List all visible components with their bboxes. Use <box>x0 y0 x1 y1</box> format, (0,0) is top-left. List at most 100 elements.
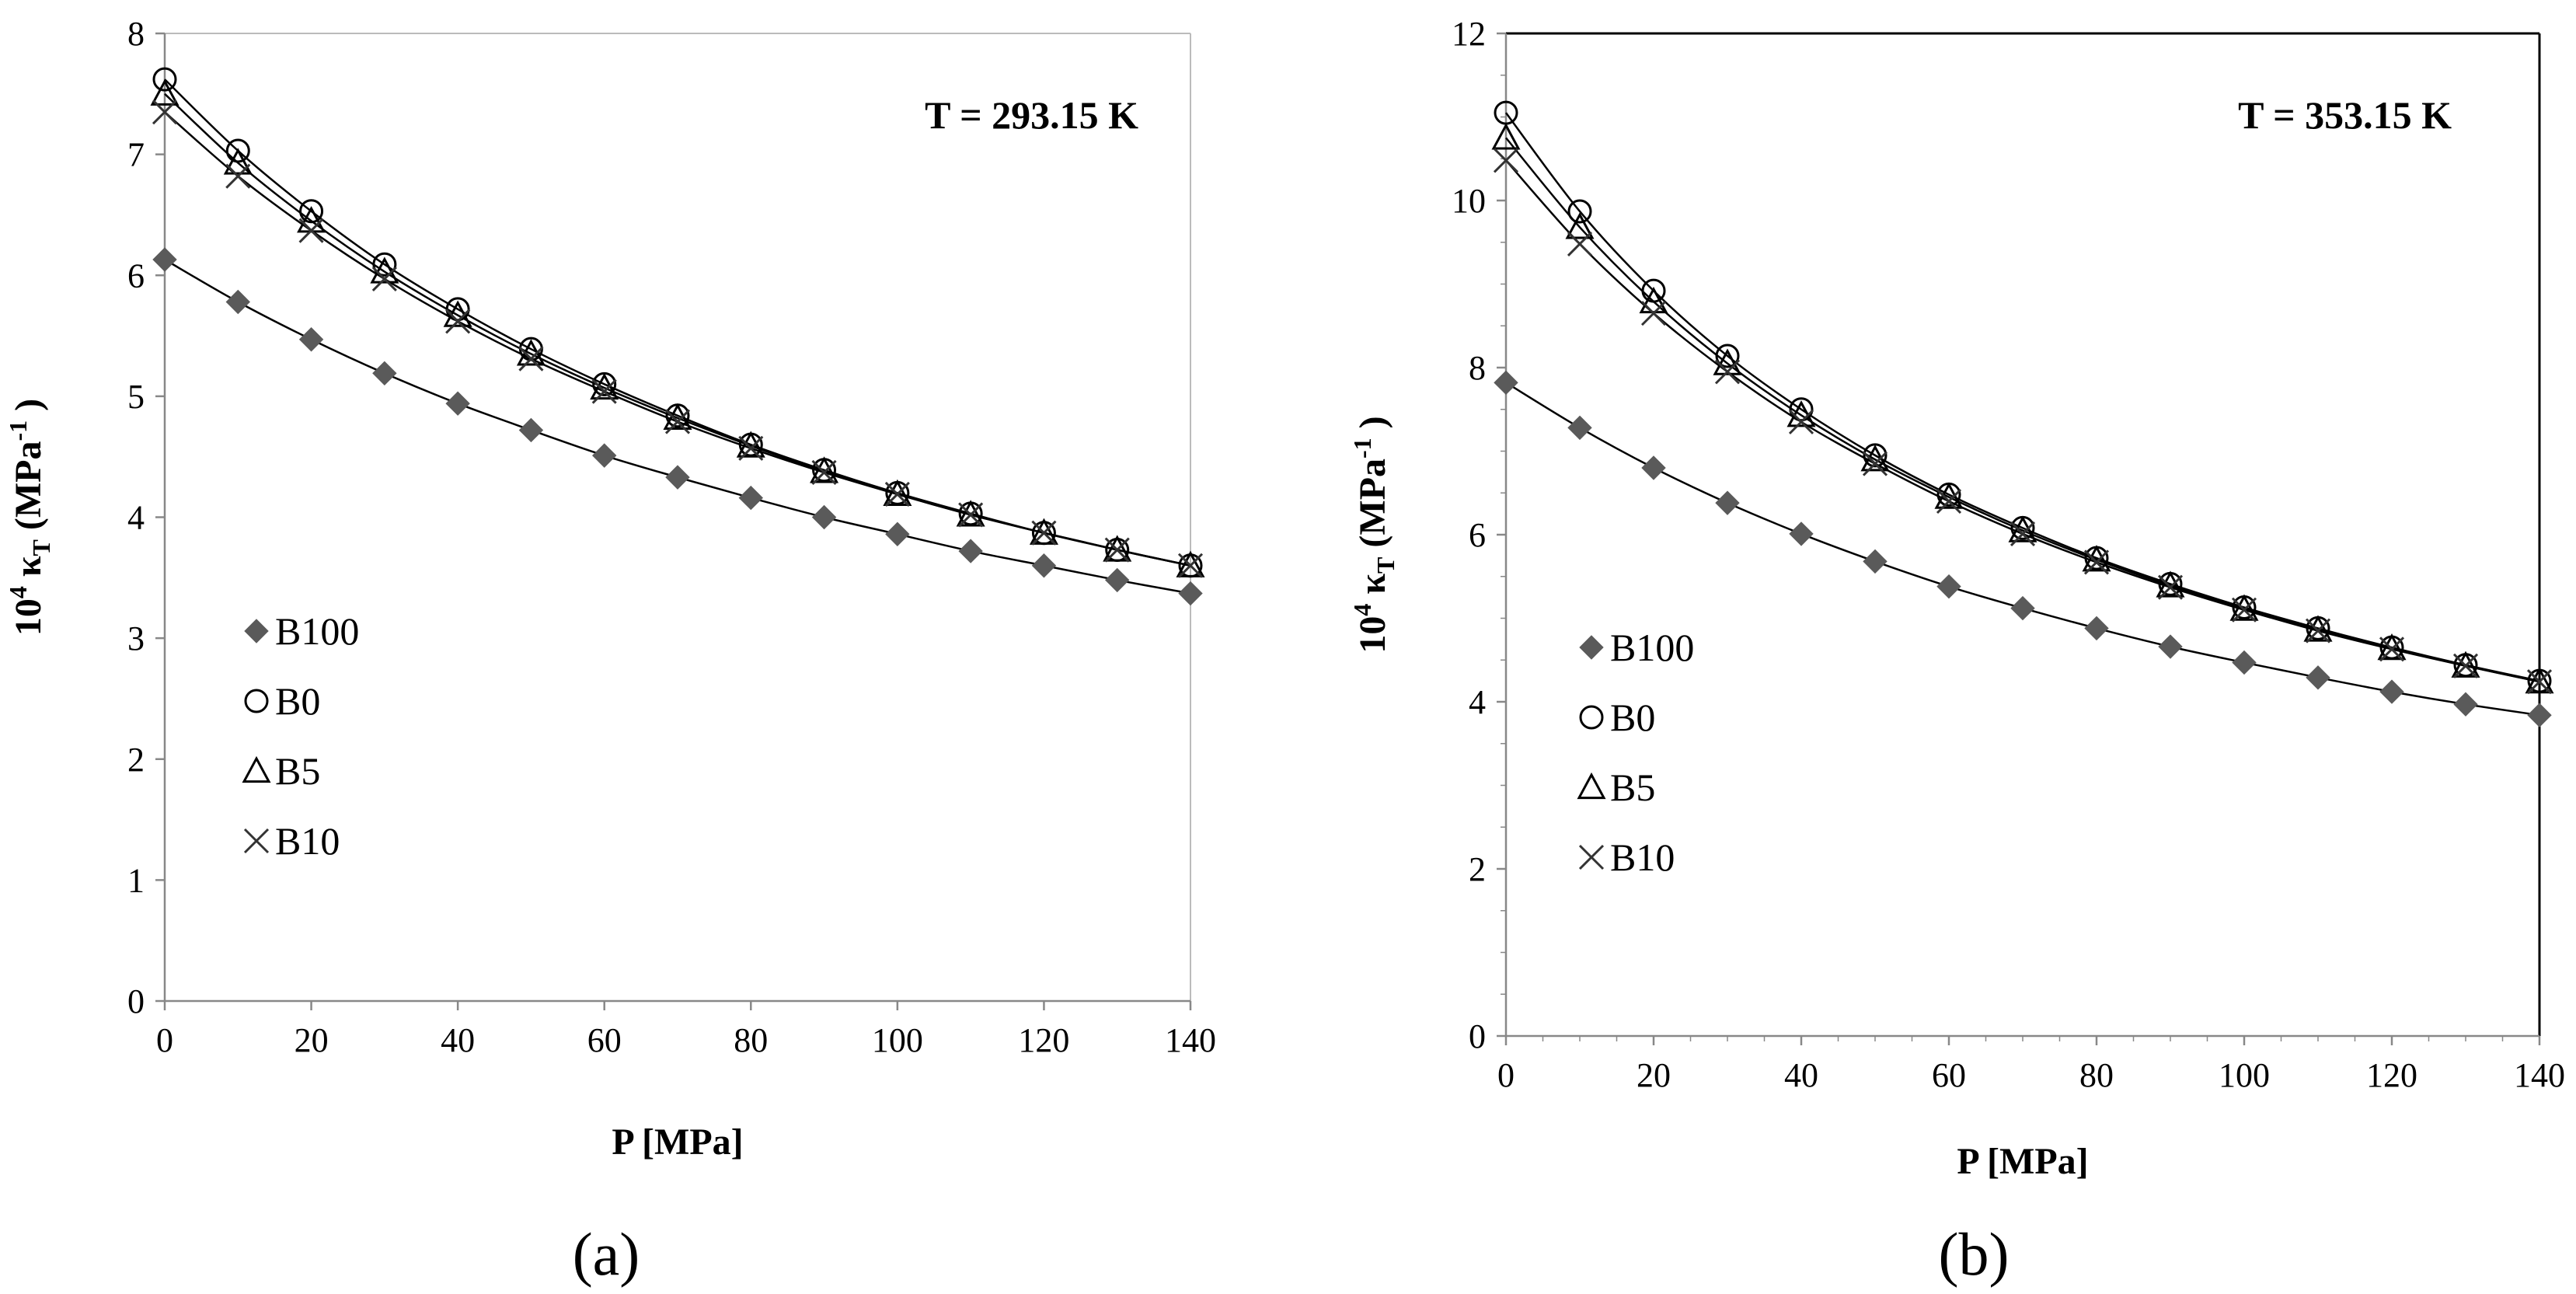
y-axis-title-part: 4 <box>1348 604 1376 616</box>
data-point-b10 <box>518 346 544 371</box>
data-point-b10 <box>2526 669 2553 695</box>
data-point-b100 <box>152 247 177 272</box>
legend-item-b5: B5 <box>242 749 320 793</box>
legend-label: B0 <box>1610 696 1655 739</box>
panel-label: (a) <box>573 1220 640 1288</box>
data-point-b0 <box>225 138 250 163</box>
panel-label: (b) <box>1939 1220 2010 1288</box>
y-axis-title-part: (MPa <box>1352 459 1393 557</box>
data-point-b5 <box>2229 594 2259 621</box>
y-axis-title-part: κ <box>8 556 49 586</box>
data-point-b10-stroke-2 <box>958 502 984 528</box>
x-tick-label: 140 <box>1165 1021 1216 1059</box>
data-point-b10-stroke-2 <box>2452 653 2479 678</box>
data-point-b5 <box>736 431 765 458</box>
data-point-b10-stroke-2 <box>1567 231 1593 256</box>
data-point-b100 <box>1105 567 1130 593</box>
y-axis-title-part: 4 <box>4 586 32 598</box>
x-tick-label: 120 <box>2366 1056 2417 1094</box>
y-tick-label: 12 <box>1452 15 1486 53</box>
x-tick-label: 80 <box>2079 1056 2114 1094</box>
legend-item-b5: B5 <box>1577 766 1655 809</box>
data-point-b10-stroke-2 <box>1493 148 1519 173</box>
data-point-b10-stroke-2 <box>298 218 324 243</box>
data-point-b10-stroke-2 <box>2305 618 2331 644</box>
data-point-b100 <box>958 539 983 563</box>
legend-marker-b0 <box>244 689 269 713</box>
data-point-b10-stroke-2 <box>2231 597 2257 623</box>
data-point-b10 <box>958 502 984 528</box>
data-point-b100 <box>2158 634 2183 659</box>
fit-curve-b100 <box>1505 382 2540 717</box>
data-point-b100 <box>2379 679 2404 704</box>
data-point-b5 <box>1713 348 1742 375</box>
x-tick-label: 40 <box>441 1021 475 1059</box>
y-tick-label: 0 <box>127 982 145 1020</box>
data-point-b5 <box>2303 615 2333 642</box>
legend-marker-b100 <box>244 619 269 644</box>
data-point-b10-stroke-2 <box>664 409 691 434</box>
x-tick-label: 0 <box>1497 1056 1515 1094</box>
data-point-b0 <box>1715 344 1740 368</box>
y-axis-title-part: T <box>1372 557 1400 574</box>
data-point-b5 <box>2451 650 2480 678</box>
series-b100 <box>152 247 1203 606</box>
data-point-b5 <box>2377 633 2407 661</box>
data-point-b5 <box>1029 518 1058 545</box>
legend-item-b100: B100 <box>1579 626 1694 669</box>
data-point-b5 <box>223 148 253 175</box>
data-point-b10-stroke-2 <box>1788 409 1814 434</box>
data-point-b10-stroke-2 <box>1177 553 1204 578</box>
data-point-b10 <box>1640 301 1667 326</box>
legend-marker-b10-stroke-2 <box>1578 844 1605 870</box>
series-b10 <box>1493 148 2553 695</box>
data-point-b10 <box>2010 521 2036 546</box>
data-point-b100 <box>2010 595 2035 621</box>
data-point-b10 <box>445 309 471 334</box>
data-point-b10 <box>2231 597 2257 623</box>
series-b0 <box>152 67 1203 578</box>
data-point-b10-stroke-2 <box>1936 488 1962 514</box>
y-tick-label: 2 <box>127 741 145 779</box>
y-tick-label: 4 <box>1469 683 1486 721</box>
y-axis-title-part: 10 <box>8 598 49 636</box>
y-tick-label: 0 <box>1469 1017 1486 1055</box>
data-point-b10-stroke-2 <box>152 99 178 125</box>
legend-item-b10: B10 <box>243 819 340 863</box>
data-point-b10-stroke-2 <box>2379 637 2405 662</box>
legend-marker-b10 <box>243 828 270 854</box>
fit-curve-b5 <box>164 92 1191 567</box>
data-point-b100 <box>298 327 324 352</box>
data-point-b10 <box>2157 574 2184 600</box>
data-point-b10 <box>811 459 837 485</box>
data-point-b10 <box>664 409 691 434</box>
data-point-b10 <box>1714 359 1741 385</box>
data-point-b100 <box>811 504 837 530</box>
y-tick-label: 5 <box>127 378 145 416</box>
y-axis-title-part: T <box>27 539 55 556</box>
data-point-b10-stroke-2 <box>2010 521 2036 546</box>
legend-item-b0: B0 <box>244 679 320 723</box>
legend-marker-b10 <box>1578 844 1605 870</box>
data-point-b5 <box>1176 550 1205 577</box>
x-tick-label: 80 <box>734 1021 768 1059</box>
y-axis-title-part: ) <box>8 399 49 420</box>
data-point-b10-stroke-2 <box>2083 549 2110 575</box>
data-point-b100 <box>665 465 690 490</box>
data-point-b100 <box>2453 692 2478 717</box>
x-tick-label: 0 <box>156 1021 173 1059</box>
data-point-b10-stroke-2 <box>1640 301 1667 326</box>
legend-label: B0 <box>275 679 320 723</box>
data-point-b10 <box>1104 537 1130 563</box>
legend-item-b0: B0 <box>1579 696 1655 739</box>
x-tick-label: 140 <box>2514 1056 2565 1094</box>
data-point-b10-stroke-2 <box>884 481 910 507</box>
legend-label: B10 <box>1610 835 1675 879</box>
data-point-b10-stroke-2 <box>591 378 617 404</box>
y-axis-title-part: -1 <box>4 420 32 441</box>
legend-label: B10 <box>275 819 340 863</box>
legend-item-b100: B100 <box>244 609 359 653</box>
